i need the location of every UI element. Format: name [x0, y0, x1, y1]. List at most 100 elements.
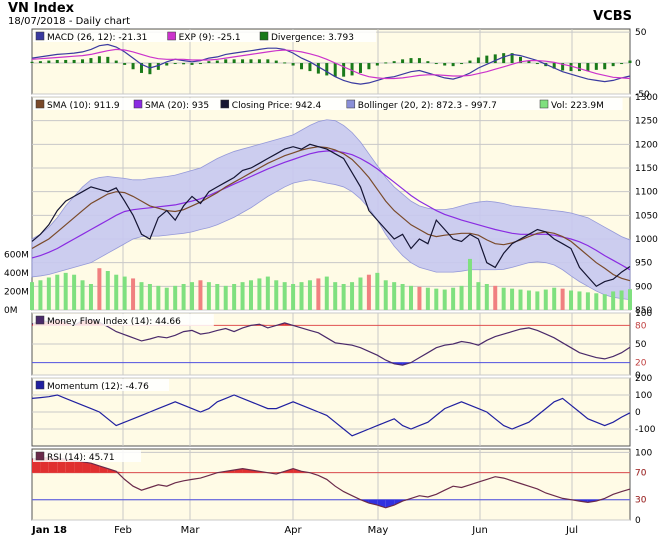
- rsi-level-label: 30: [635, 496, 647, 506]
- mfi-tick-label: 50: [635, 340, 647, 350]
- divergence-bar: [64, 59, 68, 64]
- divergence-bar: [434, 63, 438, 65]
- divergence-bar: [106, 56, 110, 64]
- divergence-bar: [207, 61, 211, 64]
- volume-bar: [585, 292, 590, 310]
- divergence-bar: [417, 58, 421, 64]
- volume-bar: [173, 285, 178, 310]
- divergence-bar: [316, 63, 320, 74]
- divergence-bar: [182, 63, 186, 65]
- volume-bar: [552, 287, 557, 310]
- macd-legend-label: Divergence: 3.793: [271, 33, 354, 43]
- volume-bar: [248, 280, 253, 310]
- divergence-bar: [241, 59, 245, 64]
- mfi-tick-label: 100: [635, 309, 652, 319]
- volume-bar: [181, 284, 186, 310]
- mfi-legend-swatch: [35, 315, 45, 325]
- volume-bar: [316, 278, 321, 310]
- divergence-bar: [308, 63, 312, 72]
- volume-tick-label: 600M: [4, 250, 29, 260]
- momentum-tick-label: 0: [635, 408, 641, 418]
- volume-bar: [131, 278, 136, 310]
- volume-bar: [324, 276, 329, 310]
- divergence-bar: [561, 63, 565, 71]
- volume-bar: [619, 290, 624, 310]
- price-tick-label: 1300: [635, 93, 658, 103]
- rsi-legend-bg: [33, 450, 141, 462]
- divergence-bar: [535, 63, 539, 65]
- volume-bar: [122, 276, 127, 310]
- mfi-panel: 100 50 0 80 20 Money Flow Index (14): 44.66: [31, 309, 652, 381]
- volume-bar: [358, 277, 363, 310]
- divergence-bar: [266, 59, 270, 64]
- divergence-bar: [460, 63, 464, 65]
- volume-bar: [307, 280, 312, 310]
- volume-bar: [190, 282, 195, 310]
- volume-tick-label: 200M: [4, 287, 29, 297]
- divergence-bar: [409, 58, 413, 64]
- macd-legend-label: EXP (9): -25.1: [179, 33, 241, 43]
- volume-bar: [105, 271, 110, 310]
- macd-legend-swatch: [259, 31, 269, 41]
- volume-bar: [206, 282, 211, 310]
- volume-bar: [282, 282, 287, 310]
- volume-bar: [72, 274, 77, 310]
- momentum-tick-label: 100: [635, 391, 652, 401]
- rsi-level-label: 70: [635, 469, 647, 479]
- divergence-bar: [89, 58, 93, 64]
- divergence-bar: [451, 63, 455, 67]
- volume-bar: [383, 280, 388, 310]
- volume-bar: [198, 280, 203, 310]
- mfi-tick-label: 0: [635, 371, 641, 381]
- volume-bar: [594, 293, 599, 310]
- volume-bar: [577, 291, 582, 310]
- divergence-bar: [215, 60, 219, 64]
- macd-legend-swatch: [35, 31, 45, 41]
- divergence-bar: [342, 63, 346, 77]
- volume-bar: [442, 289, 447, 310]
- volume-bar: [518, 289, 523, 310]
- macd-legend-bg: [33, 30, 377, 42]
- price-tick-label: 900: [635, 282, 652, 292]
- volume-bar: [510, 288, 515, 310]
- rsi-overbought-fill: [65, 459, 75, 473]
- volume-bar: [451, 287, 456, 310]
- divergence-bar: [468, 60, 472, 64]
- divergence-bar: [510, 53, 514, 64]
- sma10-line: [31, 146, 631, 282]
- volume-bar: [611, 291, 616, 310]
- rsi-oversold-fill: [385, 499, 395, 508]
- divergence-bar: [358, 63, 362, 73]
- rsi-overbought-fill: [57, 458, 66, 473]
- mfi-level-label: 20: [635, 359, 647, 369]
- divergence-bar: [81, 59, 85, 64]
- price-tick-label: 1150: [635, 164, 658, 174]
- divergence-bar: [114, 60, 118, 64]
- volume-bar: [560, 288, 565, 310]
- volume-bar: [366, 274, 371, 310]
- volume-bar: [215, 284, 220, 310]
- divergence-bar: [224, 59, 228, 64]
- price-legend-label: Closing Price: 942.4: [232, 101, 322, 111]
- divergence-bar: [476, 57, 480, 64]
- volume-bar: [156, 285, 161, 310]
- rsi-oversold-fill: [377, 499, 386, 508]
- divergence-bar: [249, 59, 253, 64]
- exp-line: [31, 48, 631, 80]
- volume-bar: [139, 282, 144, 310]
- divergence-bar: [569, 63, 573, 72]
- rsi-overbought-fill: [74, 460, 83, 473]
- divergence-bar: [586, 63, 590, 72]
- volume-bar: [392, 282, 397, 310]
- divergence-bar: [257, 59, 261, 64]
- volume-bar: [341, 284, 346, 310]
- rsi-tick-label: 70: [635, 469, 647, 479]
- divergence-bar: [527, 60, 531, 64]
- mfi-legend-bg: [33, 314, 214, 326]
- volume-bar: [484, 284, 489, 310]
- divergence-bar: [367, 63, 371, 70]
- price-tick-label: 1250: [635, 117, 658, 127]
- close-price-line: [31, 143, 631, 288]
- volume-bar: [223, 285, 228, 310]
